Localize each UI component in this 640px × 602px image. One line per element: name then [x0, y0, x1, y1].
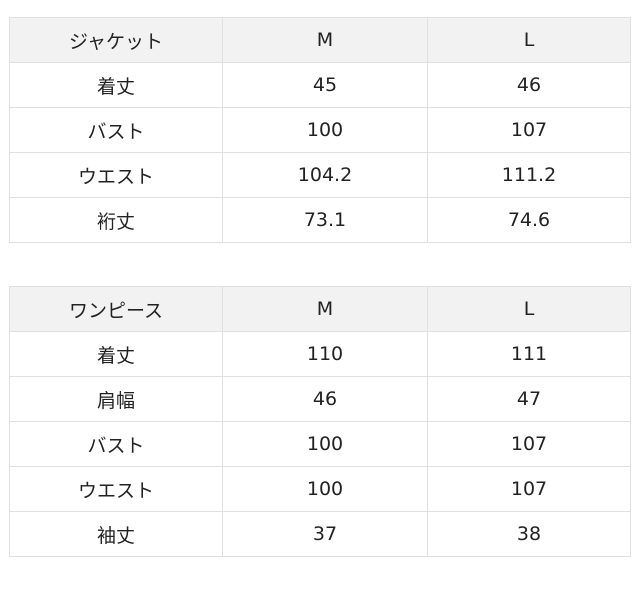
value-cell: 110: [222, 331, 428, 377]
value-cell: 107: [427, 107, 631, 153]
table-row: 着丈 110 111: [9, 331, 631, 377]
value-cell: M: [222, 286, 428, 332]
row-label-cell: バスト: [9, 107, 223, 153]
row-label-cell: ジャケット: [9, 17, 223, 63]
jacket-size-table: ジャケット M L 着丈 45 46 バスト 100 107 ウエスト 104.2 111.2 裄丈 73…: [9, 17, 631, 243]
value-cell: 38: [427, 511, 631, 557]
row-label-cell: 袖丈: [9, 511, 223, 557]
row-label-cell: ウエスト: [9, 466, 223, 512]
row-label-cell: 着丈: [9, 62, 223, 108]
row-label-cell: バスト: [9, 421, 223, 467]
value-cell: 74.6: [427, 197, 631, 243]
value-cell: 100: [222, 466, 428, 512]
table-row: 着丈 45 46: [9, 62, 631, 108]
table-row: ウエスト 100 107: [9, 466, 631, 512]
value-cell: 104.2: [222, 152, 428, 198]
value-cell: 100: [222, 421, 428, 467]
table-row: 裄丈 73.1 74.6: [9, 197, 631, 243]
value-cell: 47: [427, 376, 631, 422]
value-cell: 45: [222, 62, 428, 108]
value-cell: 100: [222, 107, 428, 153]
row-label-cell: 着丈: [9, 331, 223, 377]
table-row: バスト 100 107: [9, 421, 631, 467]
value-cell: 107: [427, 421, 631, 467]
value-cell: 111.2: [427, 152, 631, 198]
value-cell: M: [222, 17, 428, 63]
value-cell: L: [427, 286, 631, 332]
dress-size-table: ワンピース M L 着丈 110 111 肩幅 46 47 バスト 100 107 ウエスト 100 107…: [9, 286, 631, 557]
table-row: ウエスト 104.2 111.2: [9, 152, 631, 198]
table-header-row: ジャケット M L: [9, 17, 631, 63]
table-header-row: ワンピース M L: [9, 286, 631, 332]
value-cell: 46: [222, 376, 428, 422]
value-cell: 37: [222, 511, 428, 557]
value-cell: 107: [427, 466, 631, 512]
table-row: バスト 100 107: [9, 107, 631, 153]
value-cell: 46: [427, 62, 631, 108]
row-label-cell: 裄丈: [9, 197, 223, 243]
row-label-cell: ワンピース: [9, 286, 223, 332]
table-row: 袖丈 37 38: [9, 511, 631, 557]
value-cell: L: [427, 17, 631, 63]
value-cell: 73.1: [222, 197, 428, 243]
value-cell: 111: [427, 331, 631, 377]
row-label-cell: ウエスト: [9, 152, 223, 198]
table-row: 肩幅 46 47: [9, 376, 631, 422]
row-label-cell: 肩幅: [9, 376, 223, 422]
